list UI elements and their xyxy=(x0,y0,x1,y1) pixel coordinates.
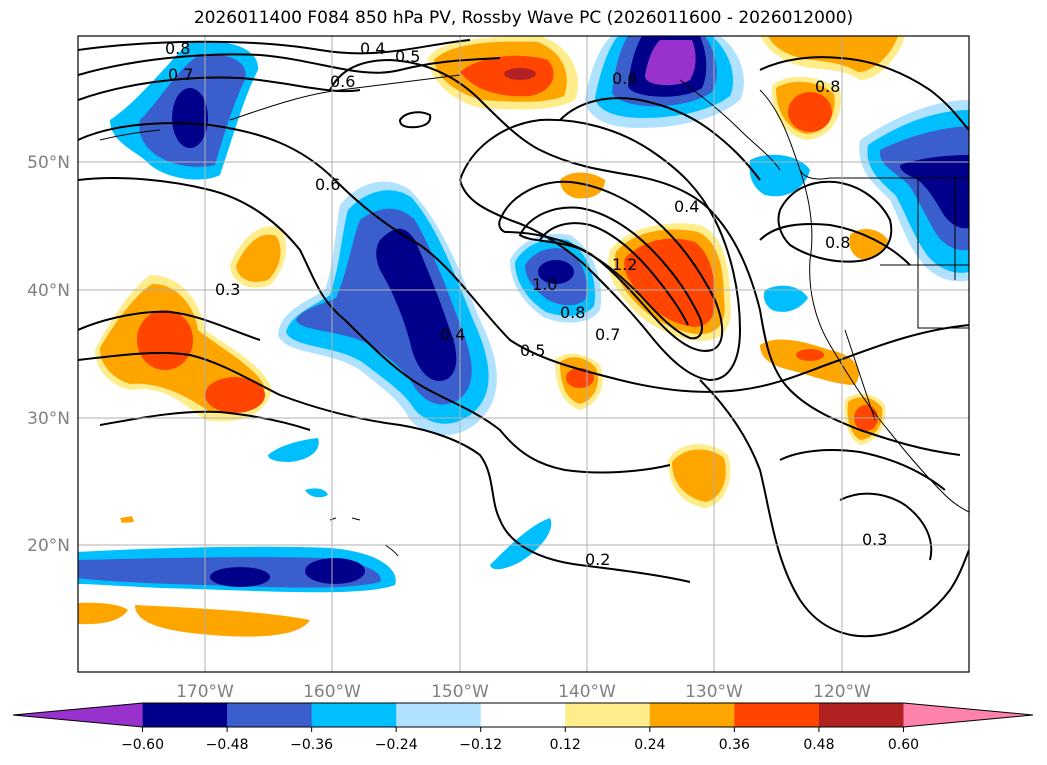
lat-label: 50°N xyxy=(27,153,70,173)
latitude-labels: 50°N 40°N 30°N 20°N xyxy=(27,153,70,556)
colorbar-swatch xyxy=(396,703,482,727)
contour-label: 0.8 xyxy=(825,233,850,252)
colorbar-tick-label: −0.12 xyxy=(459,737,502,753)
contour-label: 0.7 xyxy=(168,65,193,84)
colorbar-tick-label: −0.24 xyxy=(375,737,418,753)
contour-label: 0.8 xyxy=(165,39,190,58)
colorbar-tick-label: −0.36 xyxy=(290,737,333,753)
contour-label: 0.3 xyxy=(862,530,887,549)
contour-label: 1.2 xyxy=(612,255,637,274)
colorbar-swatch xyxy=(142,703,228,727)
lat-label: 40°N xyxy=(27,281,70,301)
colorbar-swatch xyxy=(227,703,313,727)
colorbar-tick-label: 0.24 xyxy=(634,737,665,753)
contour-label: 0.7 xyxy=(595,325,620,344)
contour-label: 0.5 xyxy=(395,47,420,66)
colorbar-swatch xyxy=(734,703,820,727)
lon-label: 140°W xyxy=(558,682,616,702)
longitude-labels: 170°W 160°W 150°W 140°W 130°W 120°W xyxy=(176,682,871,702)
contour-label: 0.5 xyxy=(520,341,545,360)
contour-labels: 0.8 0.7 0.6 0.4 0.5 0.6 0.3 0.6 0.4 1.0 … xyxy=(165,39,887,569)
colorbar-swatch xyxy=(903,703,1033,727)
contour-label: 0.6 xyxy=(315,175,340,194)
contour-label: 0.4 xyxy=(440,325,465,344)
colorbar-tick-label: 0.60 xyxy=(888,737,919,753)
chart-title: 2026011400 F084 850 hPa PV, Rossby Wave … xyxy=(193,8,854,28)
colorbar-swatch xyxy=(649,703,735,727)
lon-label: 150°W xyxy=(431,682,489,702)
contour-label: 0.4 xyxy=(360,39,385,58)
lat-label: 20°N xyxy=(27,536,70,556)
coastlines xyxy=(99,74,969,557)
pv-anomaly-fill xyxy=(78,36,969,637)
colorbar-tick-label: 0.48 xyxy=(803,737,834,753)
colorbar-tick-label: −0.48 xyxy=(206,737,249,753)
lat-label: 30°N xyxy=(27,409,70,429)
contour-label: 0.8 xyxy=(815,77,840,96)
colorbar-swatch xyxy=(818,703,904,727)
contour-label: 0.8 xyxy=(560,303,585,322)
lon-label: 160°W xyxy=(303,682,361,702)
gridlines xyxy=(78,36,969,672)
colorbar-swatch xyxy=(565,703,651,727)
contour-label: 0.4 xyxy=(674,197,699,216)
lon-label: 130°W xyxy=(685,682,743,702)
colorbar-tick-label: 0.12 xyxy=(550,737,581,753)
contour-label: 0.6 xyxy=(330,72,355,91)
contour-label: 0.2 xyxy=(585,550,610,569)
contour-label: 0.3 xyxy=(215,280,240,299)
contour-label: 1.0 xyxy=(532,275,557,294)
colorbar-tick-label: −0.60 xyxy=(121,737,164,753)
colorbar-swatch xyxy=(13,703,143,727)
colorbar-swatch xyxy=(311,703,397,727)
map-frame xyxy=(77,35,970,673)
colorbar-swatch xyxy=(480,703,566,727)
pv-contours xyxy=(78,39,969,638)
colorbar-tick-label: 0.36 xyxy=(719,737,750,753)
lon-label: 120°W xyxy=(813,682,871,702)
colorbar: −0.60 −0.48 −0.36 −0.24 −0.12 0.12 0.24 0.36 0.4… xyxy=(12,702,1034,753)
contour-label: 0.6 xyxy=(612,69,637,88)
lon-label: 170°W xyxy=(176,682,234,702)
